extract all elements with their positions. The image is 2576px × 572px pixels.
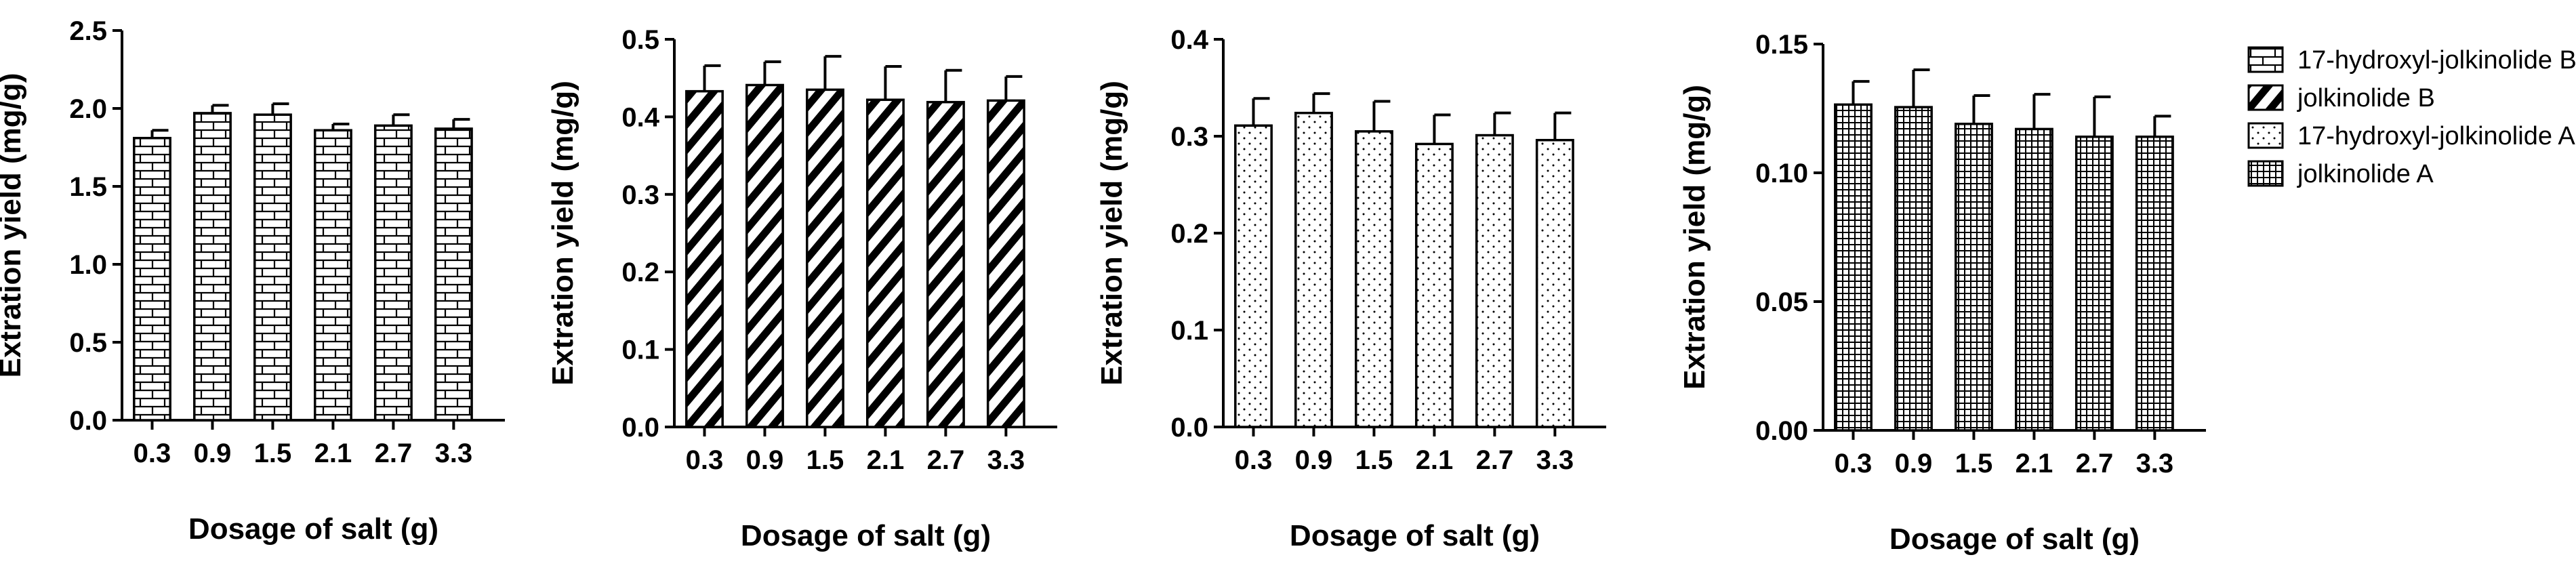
bar	[1414, 142, 1454, 428]
x-tick-label: 2.1	[1416, 445, 1454, 475]
legend-item: 17-hydroxyl-jolkinolide A	[2247, 122, 2575, 150]
x-tick-label: 2.1	[2016, 449, 2053, 478]
x-tick-label: 0.3	[1835, 449, 1873, 478]
x-tick-label: 0.9	[1295, 445, 1333, 475]
x-tick-label: 1.5	[806, 445, 844, 475]
bar	[1894, 106, 1933, 432]
y-axis-label: Extration yield (mg/g)	[0, 73, 27, 378]
bar	[133, 136, 171, 422]
bar	[313, 129, 352, 422]
y-tick-label: 0.3	[621, 180, 659, 210]
legend-item: jolkinolide A	[2247, 160, 2434, 188]
x-tick-label: 2.7	[375, 438, 413, 468]
x-axis-label: Dosage of salt (g)	[1889, 523, 2140, 556]
legend-label: 17-hydroxyl-jolkinolide A	[2297, 122, 2575, 150]
x-tick-label: 0.3	[134, 438, 171, 468]
x-tick-label: 0.9	[1895, 449, 1933, 478]
x-tick-label: 2.1	[314, 438, 352, 468]
bar	[2074, 136, 2114, 432]
x-tick-label: 3.3	[987, 445, 1025, 475]
y-tick-label: 0.05	[1755, 287, 1808, 317]
legend-swatch	[2247, 122, 2284, 149]
y-tick-label: 0.5	[69, 328, 107, 358]
y-tick-label: 1.0	[69, 250, 107, 280]
y-axis-label: Extration yield (mg/g)	[546, 81, 579, 386]
x-tick-label: 2.1	[867, 445, 905, 475]
y-tick-label: 0.2	[621, 258, 659, 287]
bar	[1834, 103, 1873, 432]
bar	[253, 113, 292, 422]
bar	[1294, 111, 1333, 428]
x-tick-label: 0.3	[686, 445, 724, 475]
y-tick-label: 1.5	[69, 172, 107, 202]
legend-label: jolkinolide A	[2297, 160, 2434, 188]
legend-label: jolkinolide B	[2297, 84, 2435, 113]
bar	[1234, 124, 1273, 428]
bar	[865, 98, 905, 428]
bar	[1354, 130, 1393, 428]
x-tick-label: 0.9	[194, 438, 232, 468]
x-tick-label: 2.7	[1476, 445, 1514, 475]
y-axis-label: Extration yield (mg/g)	[1678, 85, 1711, 390]
bar	[2014, 127, 2053, 432]
x-tick-label: 1.5	[254, 438, 292, 468]
bar	[193, 112, 232, 422]
y-tick-label: 0.0	[621, 413, 659, 443]
bar-chart-panel-3: 0.0 0.1 0.2 0.3 0.4 0.3 0.9 1.5 2.1 2.7 3.3 Dosage …	[1095, 25, 1606, 552]
x-tick-label: 3.3	[2136, 449, 2174, 478]
legend-item: 17-hydroxyl-jolkinolide B	[2247, 46, 2576, 75]
x-tick-label: 2.7	[927, 445, 965, 475]
chart-panels: 0.0 0.5 1.0 1.5 2.0 2.5 0.3 0.9 1.5 2.1 2.7 3.3 Dosa…	[0, 16, 2206, 556]
bar	[2135, 136, 2174, 432]
y-tick-label: 0.3	[1170, 122, 1208, 152]
y-tick-label: 0.4	[1170, 25, 1208, 55]
y-tick-label: 0.10	[1755, 159, 1808, 188]
bar	[926, 100, 965, 428]
y-axis-label: Extration yield (mg/g)	[1095, 81, 1128, 386]
y-tick-label: 2.5	[69, 16, 107, 46]
bar	[986, 99, 1025, 428]
y-tick-label: 0.0	[1170, 413, 1208, 443]
bar	[685, 89, 724, 428]
y-tick-label: 0.00	[1755, 416, 1808, 446]
x-tick-label: 1.5	[1355, 445, 1393, 475]
bar	[434, 127, 473, 422]
x-tick-label: 0.3	[1235, 445, 1273, 475]
legend-swatch	[2247, 84, 2284, 111]
y-tick-label: 2.0	[69, 94, 107, 124]
bar	[1535, 138, 1574, 428]
x-tick-label: 3.3	[1536, 445, 1574, 475]
bar	[745, 83, 784, 428]
x-axis-label: Dosage of salt (g)	[741, 519, 991, 552]
bar	[1954, 123, 1993, 432]
bar	[1475, 134, 1514, 428]
y-tick-label: 0.4	[621, 102, 659, 132]
y-tick-label: 0.15	[1755, 30, 1808, 60]
x-tick-label: 3.3	[435, 438, 473, 468]
x-tick-label: 2.7	[2076, 449, 2114, 478]
y-tick-label: 0.1	[621, 335, 659, 365]
bar-chart-panel-4: 0.00 0.05 0.10 0.15 0.3 0.9 1.5 2.1 2.7 3.3 Dosage…	[1678, 30, 2206, 556]
legend-swatch	[2247, 46, 2284, 73]
y-tick-label: 0.5	[621, 25, 659, 55]
y-tick-label: 0.2	[1170, 219, 1208, 249]
bar	[373, 124, 413, 422]
legend-item: jolkinolide B	[2247, 84, 2435, 113]
x-axis-label: Dosage of salt (g)	[188, 512, 438, 546]
bar-chart-panel-1: 0.0 0.5 1.0 1.5 2.0 2.5 0.3 0.9 1.5 2.1 2.7 3.3 Dosa…	[0, 16, 505, 546]
legend-swatch	[2247, 160, 2284, 187]
chart-legend: 17-hydroxyl-jolkinolide B jolkinolide B 17…	[2247, 46, 2576, 188]
x-tick-label: 0.9	[746, 445, 784, 475]
x-axis-label: Dosage of salt (g)	[1290, 519, 1540, 552]
legend-label: 17-hydroxyl-jolkinolide B	[2297, 46, 2576, 75]
bar	[805, 88, 844, 428]
y-tick-label: 0.0	[69, 406, 107, 436]
bar-chart-panel-2: 0.0 0.1 0.2 0.3 0.4 0.5 0.3 0.9 1.5 2.1 2.7 3.3 Dosa…	[546, 25, 1057, 552]
x-tick-label: 1.5	[1955, 449, 1993, 478]
y-tick-label: 0.1	[1170, 316, 1208, 346]
